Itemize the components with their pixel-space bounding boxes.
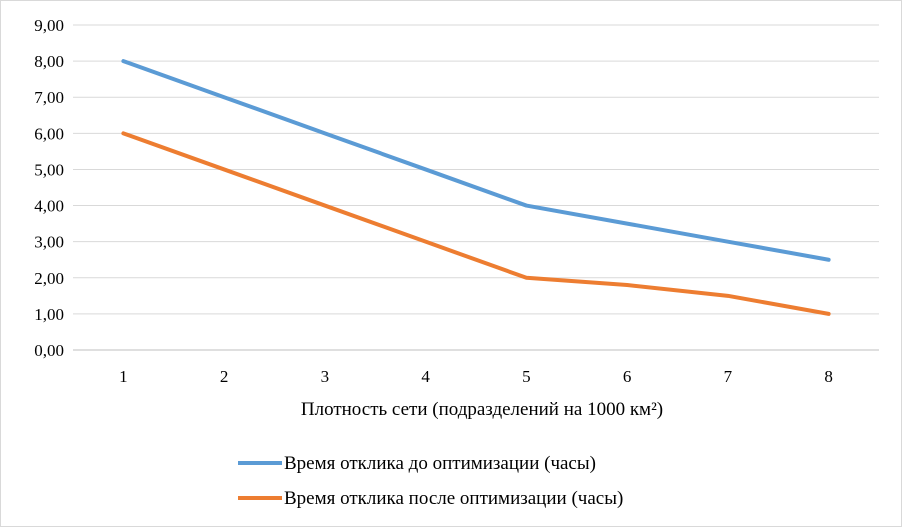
- series-line-2: [121, 131, 831, 316]
- x-tick-label: 7: [724, 367, 733, 386]
- y-tick-label: 6,00: [34, 124, 64, 143]
- y-tick-label: 9,00: [34, 16, 64, 35]
- y-tick-label: 0,00: [34, 341, 64, 360]
- x-tick-label: 1: [119, 367, 128, 386]
- y-tick-label: 5,00: [34, 160, 64, 179]
- x-axis-ticks: 1 2 3 4 5 6 7 8: [119, 367, 833, 386]
- y-tick-label: 4,00: [34, 197, 64, 216]
- x-tick-label: 6: [623, 367, 632, 386]
- series-lines: [121, 59, 831, 316]
- y-tick-label: 7,00: [34, 88, 64, 107]
- y-tick-label: 3,00: [34, 233, 64, 252]
- x-tick-label: 5: [522, 367, 531, 386]
- x-tick-label: 4: [421, 367, 430, 386]
- grid-lines: [73, 24, 879, 351]
- x-tick-label: 2: [220, 367, 229, 386]
- y-tick-label: 1,00: [34, 305, 64, 324]
- legend-label: Время отклика после оптимизации (часы): [284, 488, 623, 509]
- y-tick-label: 8,00: [34, 52, 64, 71]
- legend-label: Время отклика до оптимизации (часы): [284, 453, 596, 474]
- x-axis-title: Плотность сети (подразделений на 1000 км…: [301, 399, 663, 420]
- series-line-1: [121, 59, 831, 262]
- x-tick-label: 8: [824, 367, 833, 386]
- legend: Время отклика до оптимизации (часы) Время…: [238, 453, 623, 509]
- y-axis-ticks: 0,00 1,00 2,00 3,00 4,00 5,00 6,00 7,00 8,00 9,00: [34, 16, 64, 360]
- y-tick-label: 2,00: [34, 269, 64, 288]
- x-tick-label: 3: [321, 367, 330, 386]
